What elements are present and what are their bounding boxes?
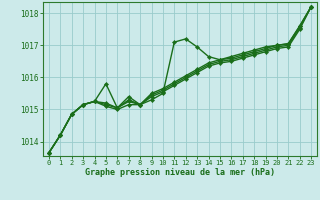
X-axis label: Graphe pression niveau de la mer (hPa): Graphe pression niveau de la mer (hPa): [85, 168, 275, 177]
